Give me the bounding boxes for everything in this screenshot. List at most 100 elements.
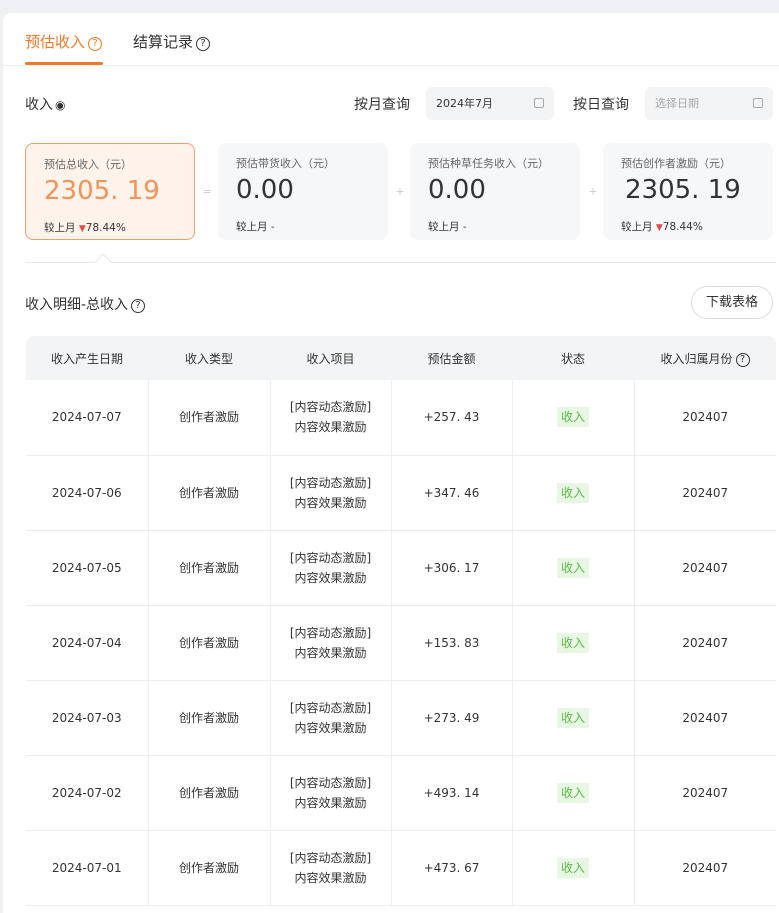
type-text: 创作者激励 <box>178 635 239 650</box>
column-header: 收入项目 <box>270 336 391 380</box>
day-query-label: 按日查询 <box>573 97 629 113</box>
income-panel: 预估收入? 结算记录? 收入 ◉ 按月查询 2024年7月 按日查询 选择日期 预… <box>3 13 779 913</box>
help-icon[interactable]: ? <box>735 352 750 367</box>
header-text: 收入产生日期 <box>50 351 123 366</box>
cell-status: 收入 <box>512 755 635 831</box>
income-label-text: 收入 <box>25 97 53 113</box>
header-text: 收入类型 <box>184 351 233 366</box>
cell-amount: +306. 17 <box>391 530 513 606</box>
cell-type: 创作者激励 <box>148 830 271 906</box>
plus-icon: + <box>393 185 407 199</box>
cell-type: 创作者激励 <box>148 380 271 456</box>
compare-label: 较上月 <box>621 221 653 233</box>
download-table-button[interactable]: 下载表格 <box>691 286 773 319</box>
active-card-pointer <box>94 253 112 271</box>
cell-month: 202407 <box>634 530 776 606</box>
item-line2: 内容效果激励 <box>294 870 367 885</box>
date-text: 2024-07-02 <box>51 785 122 800</box>
header-text: 收入项目 <box>306 351 355 366</box>
month-text: 202407 <box>682 860 729 875</box>
amount-text: +306. 17 <box>423 560 480 575</box>
date-text: 2024-07-06 <box>51 485 122 500</box>
help-icon[interactable]: ? <box>131 299 146 313</box>
cell-month: 202407 <box>634 380 776 456</box>
column-header: 收入归属月份? <box>634 336 776 380</box>
help-icon[interactable]: ? <box>196 37 211 51</box>
type-text: 创作者激励 <box>178 785 239 800</box>
calendar-icon <box>753 98 763 108</box>
active-tab-indicator <box>25 62 103 65</box>
amount-text: +473. 67 <box>423 860 480 875</box>
type-text: 创作者激励 <box>178 860 239 875</box>
card-value: 2305. 19 <box>44 176 160 206</box>
change-value: - <box>270 221 275 233</box>
card-title: 预估带货收入（元） <box>236 157 335 170</box>
eye-icon[interactable]: ◉ <box>55 98 66 112</box>
item-line2: 内容效果激励 <box>294 645 367 660</box>
help-icon[interactable]: ? <box>88 37 103 51</box>
item-line1: [内容动态激励] <box>289 850 372 865</box>
column-header: 收入类型 <box>148 336 270 380</box>
cell-type: 创作者激励 <box>148 755 271 831</box>
plus-icon: + <box>586 185 600 199</box>
item-line1: [内容动态激励] <box>289 700 372 715</box>
item-line2: 内容效果激励 <box>294 495 367 510</box>
card-total-income[interactable]: 预估总收入（元） 2305. 19 较上月 ▼78.44% <box>25 143 195 240</box>
cell-item: [内容动态激励] 内容效果激励 <box>270 530 392 606</box>
cell-type: 创作者激励 <box>148 455 271 531</box>
tab-estimated-income[interactable]: 预估收入? <box>25 31 103 65</box>
cell-month: 202407 <box>634 455 776 531</box>
table-row: 2024-07-06 创作者激励 [内容动态激励] 内容效果激励 +347. 46 收入 2… <box>26 455 776 531</box>
status-badge: 收入 <box>556 632 589 653</box>
date-text: 2024-07-01 <box>51 860 122 875</box>
cell-item: [内容动态激励] 内容效果激励 <box>270 830 392 906</box>
card-goods-income[interactable]: 预估带货收入（元） 0.00 较上月 - <box>218 143 388 240</box>
change-value: 78.44% <box>662 221 703 233</box>
down-arrow-icon: ▼ <box>655 223 663 233</box>
amount-text: +153. 83 <box>423 635 480 650</box>
income-table: 收入产生日期 收入类型 收入项目 预估金额 状态 收入归属月份? 2024-07-07 创作… <box>26 336 776 906</box>
cell-date: 2024-07-01 <box>26 830 149 906</box>
cell-month: 202407 <box>634 605 776 681</box>
month-text: 202407 <box>682 485 729 500</box>
calendar-icon <box>534 98 544 108</box>
cell-month: 202407 <box>634 680 776 756</box>
cell-amount: +473. 67 <box>391 830 513 906</box>
cell-date: 2024-07-04 <box>26 605 149 681</box>
cell-month: 202407 <box>634 830 776 906</box>
cell-item: [内容动态激励] 内容效果激励 <box>270 755 392 831</box>
card-value: 0.00 <box>428 175 486 205</box>
item-line1: [内容动态激励] <box>289 400 372 415</box>
header-text: 状态 <box>560 351 585 366</box>
cell-status: 收入 <box>512 830 635 906</box>
change-value: - <box>462 221 467 233</box>
card-compare: 较上月 - <box>236 219 370 234</box>
type-text: 创作者激励 <box>178 560 239 575</box>
cell-month: 202407 <box>634 755 776 831</box>
item-line1: [内容动态激励] <box>289 625 372 640</box>
card-creator-incentive[interactable]: 预估创作者激励（元） 2305. 19 较上月 ▼78.44% <box>603 143 773 240</box>
cell-type: 创作者激励 <box>148 605 271 681</box>
date-text: 2024-07-05 <box>51 560 122 575</box>
status-badge: 收入 <box>556 857 589 878</box>
cell-date: 2024-07-02 <box>26 755 149 831</box>
cell-type: 创作者激励 <box>148 680 271 756</box>
cell-amount: +493. 14 <box>391 755 513 831</box>
header-text: 收入归属月份 <box>660 351 733 366</box>
cell-amount: +257. 43 <box>391 380 513 456</box>
status-badge: 收入 <box>556 557 589 578</box>
cell-item: [内容动态激励] 内容效果激励 <box>270 380 392 456</box>
month-picker[interactable]: 2024年7月 <box>426 87 554 120</box>
compare-label: 较上月 <box>428 221 460 233</box>
equals-icon: = <box>200 185 214 199</box>
table-row: 2024-07-02 创作者激励 [内容动态激励] 内容效果激励 +493. 14 收入 2… <box>26 755 776 831</box>
cell-status: 收入 <box>512 455 635 531</box>
tab-bar: 预估收入? 结算记录? <box>3 13 779 66</box>
tab-settlement-records[interactable]: 结算记录? <box>133 31 211 52</box>
table-row: 2024-07-03 创作者激励 [内容动态激励] 内容效果激励 +273. 49 收入 2… <box>26 680 776 756</box>
card-value: 0.00 <box>236 175 294 205</box>
cell-amount: +153. 83 <box>391 605 513 681</box>
date-picker[interactable]: 选择日期 <box>645 87 773 120</box>
card-seeding-task-income[interactable]: 预估种草任务收入（元） 0.00 较上月 - <box>410 143 580 240</box>
item-line1: [内容动态激励] <box>289 475 372 490</box>
